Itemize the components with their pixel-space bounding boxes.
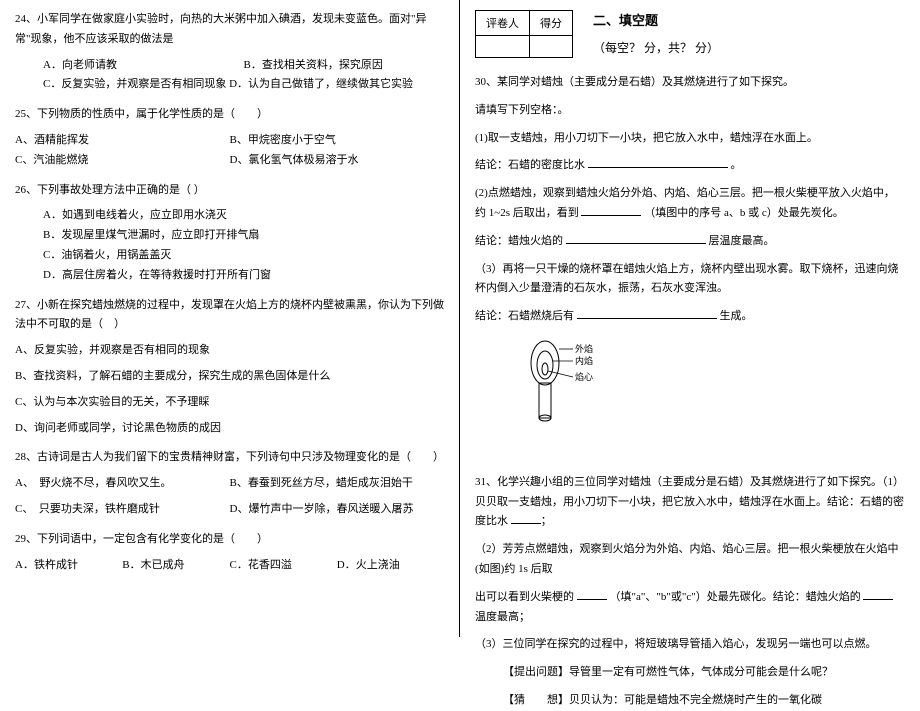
q30-text: 30、某同学对蜡烛（主要成分是石蜡）及其燃烧进行了如下探究。 <box>475 73 905 93</box>
q25-text: 25、下列物质的性质中，属于化学性质的是（ ） <box>15 105 444 125</box>
q27-text: 27、小新在探究蜡烛燃烧的过程中，发现罩在火焰上方的烧杯内壁被熏黑，你认为下列做… <box>15 296 444 336</box>
q27-opt-d: D、询问老师或同学，讨论黑色物质的成因 <box>15 419 444 439</box>
q28-text: 28、古诗词是古人为我们留下的宝贵精神财富，下列诗句中只涉及物理变化的是（ ） <box>15 448 444 468</box>
q30-intro: 请填写下列空格：。 <box>475 101 905 121</box>
q24-opt-a: A．向老师请教 <box>43 56 244 76</box>
label-outer: 外焰 <box>575 343 593 354</box>
blank-fill[interactable] <box>581 204 641 216</box>
q27-opt-a: A、反复实验，并观察是否有相同的现象 <box>15 341 444 361</box>
q29-opt-b: B．木已成舟 <box>122 556 229 576</box>
q30-c1a: 结论：石蜡的密度比水 <box>475 159 585 171</box>
section-header: 评卷人 得分 二、填空题 （每空？ 分，共？ 分） <box>475 10 905 58</box>
score-col1: 评卷人 <box>476 11 530 36</box>
q31-p3: （3）三位同学在探究的过程中，将短玻璃导管插入焰心，发现另一端也可以点燃。 <box>475 635 905 655</box>
q29-opt-a: A．铁杵成针 <box>15 556 122 576</box>
score-col2: 得分 <box>530 11 573 36</box>
q24-opt-b: B．查找相关资料，探究原因 <box>244 56 445 76</box>
q30-p2b: （填图中的序号 a、b 或 c）处最先炭化。 <box>644 207 844 219</box>
q30-c2b: 层温度最高。 <box>709 235 775 247</box>
candle-diagram: 外焰 内焰 焰心 <box>515 335 905 433</box>
q25-opt-b: B、甲烷密度小于空气 <box>230 131 445 151</box>
q29-text: 29、下列词语中，一定包含有化学变化的是（ ） <box>15 530 444 550</box>
q26-opt-b: B．发现屋里煤气泄漏时，应立即打开排气扇 <box>15 226 444 246</box>
blank-fill[interactable] <box>588 156 728 168</box>
q25-opt-a: A、酒精能挥发 <box>15 131 230 151</box>
q28-opt-c: C、 只要功夫深，铁杵磨成针 <box>15 500 230 520</box>
q27-opt-c: C、认为与本次实验目的无关，不予理睬 <box>15 393 444 413</box>
question-24: 24、小军同学在做家庭小实验时，向热的大米粥中加入碘酒，发现未变蓝色。面对"异常… <box>15 10 444 95</box>
question-28: 28、古诗词是古人为我们留下的宝贵精神财富，下列诗句中只涉及物理变化的是（ ） … <box>15 448 444 519</box>
question-30: 30、某同学对蜡烛（主要成分是石蜡）及其燃烧进行了如下探究。 请填写下列空格：。… <box>475 73 905 433</box>
blank-fill[interactable] <box>577 588 607 600</box>
question-25: 25、下列物质的性质中，属于化学性质的是（ ） A、酒精能挥发 B、甲烷密度小于… <box>15 105 444 170</box>
blank-fill[interactable] <box>863 588 893 600</box>
blank-fill[interactable] <box>577 307 717 319</box>
q30-c3a: 结论：石蜡燃烧后有 <box>475 310 574 322</box>
score-table: 评卷人 得分 <box>475 10 573 58</box>
q31-p2: （2）芳芳点燃蜡烛，观察到火焰分为外焰、内焰、焰心三层。把一根火柴梗放在火焰中(… <box>475 540 905 580</box>
blank-fill[interactable] <box>566 232 706 244</box>
q26-opt-d: D．高层住房着火，在等待救援时打开所有门窗 <box>15 266 444 286</box>
q29-opt-d: D．火上浇油 <box>337 556 444 576</box>
q30-p3: （3）再将一只干燥的烧杯罩在蜡烛火焰上方，烧杯内壁出现水雾。取下烧杯，迅速向烧杯… <box>475 260 905 300</box>
blank-fill[interactable] <box>511 512 541 524</box>
q31-issue: 【提出问题】导管里一定有可燃性气体，气体成分可能会是什么呢？ <box>475 663 905 683</box>
question-27: 27、小新在探究蜡烛燃烧的过程中，发现罩在火焰上方的烧杯内壁被熏黑，你认为下列做… <box>15 296 444 439</box>
q28-opt-b: B、春蚕到死丝方尽，蜡炬成灰泪始干 <box>230 474 445 494</box>
question-26: 26、下列事故处理方法中正确的是（ ） A．如遇到电线着火，应立即用水浇灭 B．… <box>15 181 444 286</box>
q27-opt-b: B、查找资料，了解石蜡的主要成分，探究生成的黑色固体是什么 <box>15 367 444 387</box>
q28-opt-d: D、爆竹声中一岁除，春风送暖入屠苏 <box>230 500 445 520</box>
q24-text: 24、小军同学在做家庭小实验时，向热的大米粥中加入碘酒，发现未变蓝色。面对"异常… <box>15 10 444 50</box>
label-inner: 内焰 <box>575 355 593 366</box>
label-core: 焰心 <box>575 371 593 382</box>
q26-text: 26、下列事故处理方法中正确的是（ ） <box>15 181 444 201</box>
q26-opt-c: C．油锅着火，用锅盖盖灭 <box>15 246 444 266</box>
q30-c1b: 。 <box>731 159 742 171</box>
q30-c3b: 生成。 <box>720 310 753 322</box>
section-subtitle: （每空？ 分，共？ 分） <box>593 39 719 56</box>
q31-p2b1: 出可以看到火柴梗的 <box>475 591 574 603</box>
question-31: 31、化学兴趣小组的三位同学对蜡烛（主要成分是石蜡）及其燃烧进行了如下探究。（1… <box>475 473 905 711</box>
q25-opt-c: C、汽油能燃烧 <box>15 151 230 171</box>
q28-opt-a: A、 野火烧不尽，春风吹又生。 <box>15 474 230 494</box>
q25-opt-d: D、氯化氢气体极易溶于水 <box>230 151 445 171</box>
q29-opt-c: C．花香四溢 <box>230 556 337 576</box>
q26-opt-a: A．如遇到电线着火，应立即用水浇灭 <box>15 206 444 226</box>
section-title: 二、填空题 <box>593 10 719 29</box>
q31-p2b3: 温度最高； <box>475 611 530 623</box>
q24-opt-c: C．反复实验，并观察是否有相同现象 <box>43 78 226 90</box>
q30-c2a: 结论：蜡烛火焰的 <box>475 235 563 247</box>
q30-p1: (1)取一支蜡烛，用小刀切下一小块，把它放入水中，蜡烛浮在水面上。 <box>475 129 905 149</box>
q24-opt-d: D．认为自己做错了，继续做其它实验 <box>229 78 413 90</box>
q31-p2b2: （填"a"、"b"或"c"）处最先碳化。结论：蜡烛火焰的 <box>610 591 861 603</box>
q31-guess: 【猜 想】贝贝认为：可能是蜡烛不完全燃烧时产生的一氧化碳 <box>475 691 905 711</box>
question-29: 29、下列词语中，一定包含有化学变化的是（ ） A．铁杵成针 B．木已成舟 C．… <box>15 530 444 576</box>
